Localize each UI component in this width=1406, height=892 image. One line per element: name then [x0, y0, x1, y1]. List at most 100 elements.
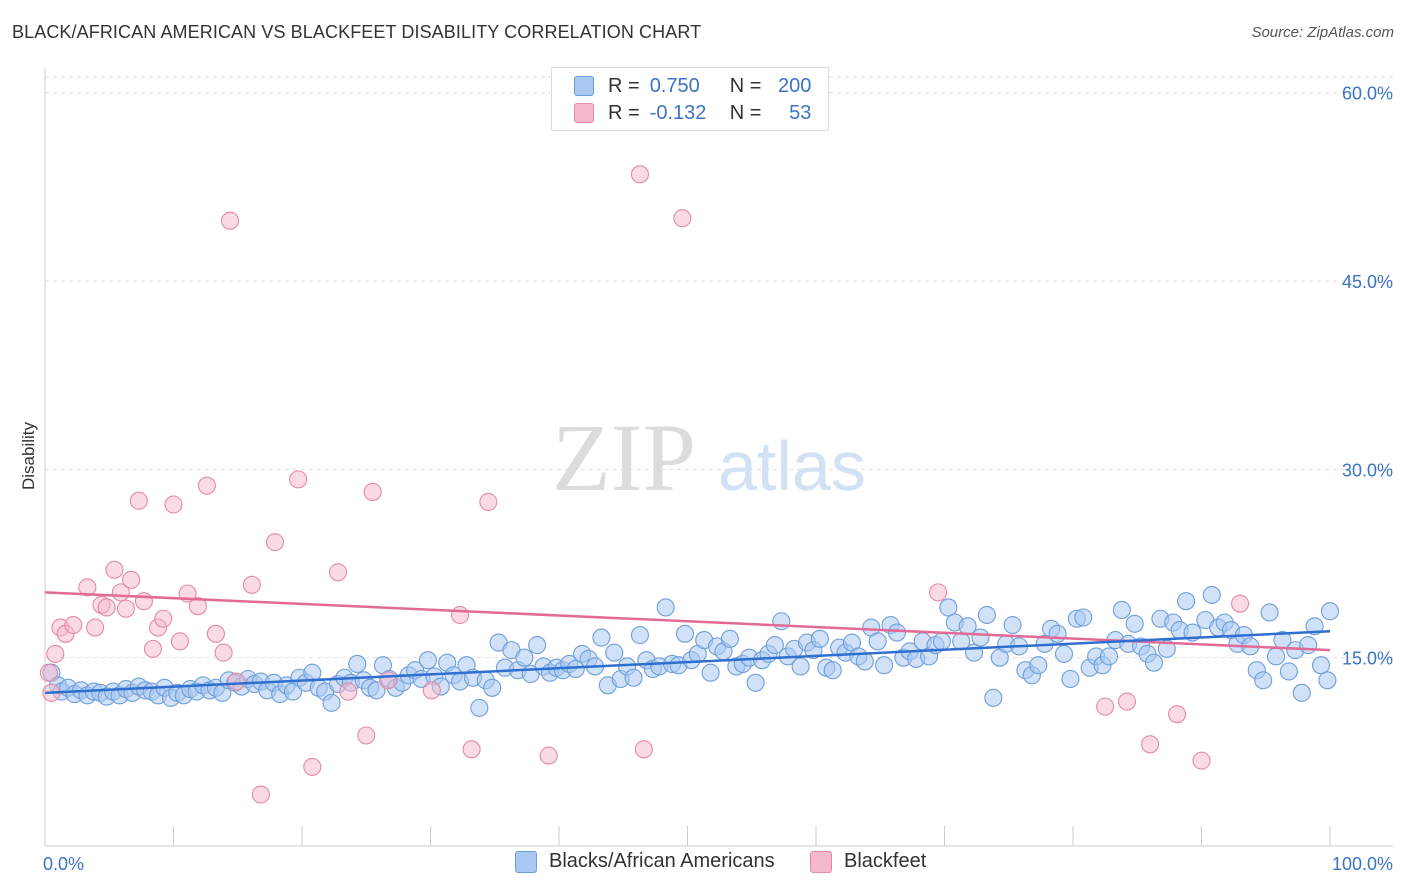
- legend-n-label: N =: [729, 74, 762, 97]
- blackfeet-point: [339, 682, 358, 701]
- gridlines: [45, 76, 1393, 659]
- watermark-zip: ZIP: [552, 404, 696, 511]
- blackfeet-point: [634, 740, 653, 759]
- blacks-point: [1054, 644, 1074, 663]
- blackfeet-point: [206, 624, 225, 643]
- blacks-point: [1318, 671, 1337, 690]
- blackfeet-point: [451, 605, 470, 625]
- blacks-point: [483, 678, 502, 697]
- legend-n-value: 53: [789, 101, 812, 124]
- legend-swatch-blue: [574, 76, 594, 96]
- legend-r-value: -0.132: [649, 101, 707, 124]
- legend-swatch-pink: [574, 103, 594, 123]
- blacks-point: [810, 629, 829, 648]
- blacks-point: [624, 668, 643, 687]
- blacks-point: [977, 605, 996, 625]
- blacks-point: [1320, 602, 1340, 621]
- blacks-point: [1048, 624, 1067, 643]
- blackfeet-point: [154, 609, 173, 628]
- blacks-point: [1029, 656, 1048, 675]
- bottom-swatch-pink: [810, 850, 832, 873]
- blackfeet-point: [227, 672, 246, 691]
- series-blacks-points: [42, 585, 1340, 717]
- blackfeet-point: [1192, 751, 1211, 770]
- blackfeet-point: [78, 578, 97, 597]
- bottom-swatch-blue: [515, 850, 537, 873]
- y-tick-label: 15.0%: [1342, 649, 1393, 669]
- legend-box: R = 0.750 N = 200 R = -0.132 N = 53: [551, 67, 829, 131]
- blacks-point: [367, 681, 386, 700]
- blacks-point: [971, 628, 990, 647]
- blackfeet-point: [134, 592, 153, 611]
- blacks-point: [720, 629, 739, 648]
- blackfeet-point: [422, 681, 441, 700]
- x-tick-label-min: 0.0%: [43, 854, 84, 874]
- y-tick-label: 60.0%: [1342, 84, 1393, 104]
- blacks-point: [1061, 669, 1080, 689]
- blackfeet-point: [97, 598, 116, 617]
- blackfeet-point: [86, 618, 105, 637]
- blackfeet-point: [289, 470, 308, 489]
- blacks-point: [1305, 617, 1324, 636]
- blackfeet-point: [1141, 735, 1160, 754]
- blacks-point: [965, 643, 984, 662]
- blackfeet-point: [357, 726, 376, 745]
- blacks-point: [675, 624, 694, 643]
- blackfeet-point: [197, 476, 216, 495]
- blacks-point: [1112, 600, 1131, 620]
- blackfeet-point: [303, 757, 322, 776]
- legend-r-value: 0.750: [649, 74, 700, 97]
- bottom-legend-blackfeet: Blackfeet: [810, 850, 926, 873]
- trend-lines: [44, 591, 1331, 695]
- blackfeet-point: [242, 575, 261, 594]
- blackfeet-point: [929, 583, 948, 602]
- blacks-point: [1144, 653, 1164, 672]
- blacks-point: [592, 628, 611, 647]
- blacks-trend-line: [44, 630, 1331, 695]
- blacks-point: [418, 651, 437, 670]
- tick-labels: 15.0% 30.0% 45.0% 60.0% 0.0% 100.0%: [43, 84, 1393, 874]
- y-tick-label: 45.0%: [1342, 272, 1393, 292]
- blacks-point: [515, 648, 534, 667]
- blackfeet-point: [479, 492, 498, 512]
- blacks-point: [1177, 592, 1196, 611]
- blackfeet-point: [143, 639, 162, 658]
- legend-row-blackfeet: R = -0.132 N = 53: [574, 100, 811, 126]
- blacks-point: [1099, 647, 1119, 666]
- blacks-point: [1292, 683, 1311, 702]
- bottom-legend-label-blackfeet: Blackfeet: [844, 850, 927, 872]
- chart-title: BLACK/AFRICAN AMERICAN VS BLACKFEET DISA…: [12, 22, 702, 42]
- x-tick-label-max: 100.0%: [1332, 854, 1393, 874]
- legend-n-label: N =: [729, 101, 762, 124]
- blacks-point: [855, 652, 874, 671]
- blacks-point: [1202, 585, 1221, 604]
- blacks-point: [1311, 656, 1331, 675]
- blacks-point: [932, 632, 951, 651]
- blacks-point: [656, 598, 675, 617]
- source-credit: Source: ZipAtlas.com: [1251, 24, 1394, 41]
- blackfeet-point: [379, 671, 398, 690]
- blackfeet-point: [122, 570, 141, 589]
- blacks-point: [1254, 671, 1273, 690]
- blackfeet-point: [39, 663, 58, 682]
- blackfeet-point: [539, 746, 558, 765]
- blacks-point: [701, 663, 720, 682]
- blacks-point: [1125, 614, 1144, 633]
- blackfeet-point: [1096, 697, 1115, 716]
- bottom-legend-label-blacks: Blacks/African Americans: [549, 850, 775, 872]
- legend-row-blacks: R = 0.750 N = 200: [574, 73, 811, 99]
- blacks-point: [746, 673, 765, 692]
- blacks-point: [1074, 608, 1093, 627]
- axes: [44, 68, 1393, 847]
- blackfeet-point: [220, 211, 240, 230]
- blacks-point: [939, 598, 958, 617]
- blacks-point: [470, 698, 489, 717]
- blackfeet-point: [673, 209, 692, 228]
- blacks-point: [1279, 662, 1298, 681]
- blackfeet-point: [265, 533, 285, 552]
- blacks-point: [1157, 639, 1176, 658]
- legend-r-label: R =: [608, 101, 640, 124]
- blackfeet-point: [46, 644, 65, 663]
- blacks-point: [605, 643, 624, 662]
- blackfeet-point: [116, 599, 136, 618]
